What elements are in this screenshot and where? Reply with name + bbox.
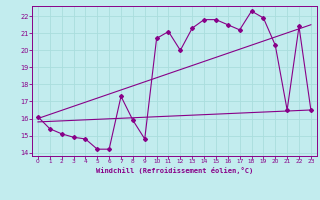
- X-axis label: Windchill (Refroidissement éolien,°C): Windchill (Refroidissement éolien,°C): [96, 167, 253, 174]
